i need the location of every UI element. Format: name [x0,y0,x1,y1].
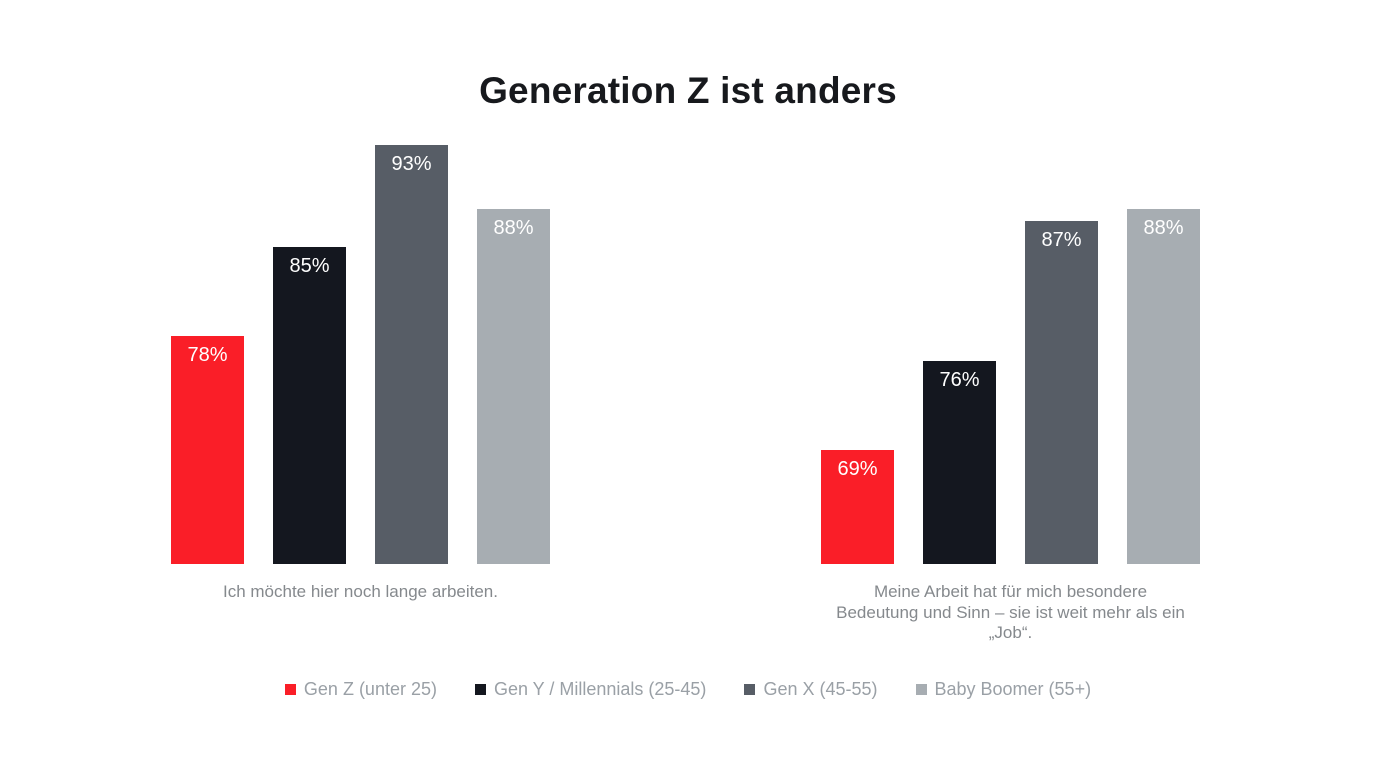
bar-gen-y-millennials: 85% [273,246,346,564]
bar-gen-z: 69% [821,449,894,564]
bar-value-label-gen-z: 69% [837,457,878,480]
chart-group-left: 78% 85% 93% 88% Ich möchte hier noch lange … [171,145,550,645]
bar-value-label-gen-x: 87% [1041,229,1082,252]
category-label-right: Meine Arbeit hat für mich besondere Bede… [836,582,1185,642]
legend-swatch-icon-baby-boomer [915,684,927,695]
legend-item-gen-y-millennials: Gen Y / Millennials (25-45) [474,679,707,700]
bar-gen-z: 78% [171,335,244,564]
bar-value-label-baby-boomer: 88% [1143,216,1184,239]
chart-group-right: 69% 76% 87% 88% Meine Arbeit hat für mich b… [821,145,1200,645]
legend-item-baby-boomer: Baby Boomer (55+) [915,679,1092,700]
legend-swatch-icon-gen-x [744,684,756,695]
bar-value-label-baby-boomer: 88% [493,216,534,239]
bar-gen-x: 93% [375,145,448,564]
bar-gen-y-millennials: 76% [923,360,996,564]
category-label-left: Ich möchte hier noch lange arbeiten. [222,582,498,601]
bar-value-label-gen-z: 78% [187,343,228,366]
bars-right: 69% 76% 87% 88% [821,145,1200,564]
legend-label-baby-boomer: Baby Boomer (55+) [934,679,1092,699]
legend-label-gen-z: Gen Z (unter 25) [303,679,437,699]
bar-baby-boomer: 88% [477,208,550,564]
bar-value-label-gen-x: 93% [391,153,432,175]
legend-label-gen-y-millennials: Gen Y / Millennials (25-45) [493,679,707,699]
legend-label-gen-x: Gen X (45-55) [763,679,878,699]
bar-baby-boomer: 88% [1127,208,1200,564]
legend-item-gen-z: Gen Z (unter 25) [284,679,437,700]
bar-value-label-gen-y-millennials: 76% [939,368,980,391]
bar-gen-x: 87% [1025,221,1098,564]
page-title: Generation Z ist anders [479,70,897,111]
legend-swatch-icon-gen-z [284,684,296,695]
legend-swatch-icon-gen-y-millennials [474,684,486,695]
chart-legend: Gen Z (unter 25) Gen Y / Millennials (25-… [0,679,1376,700]
bar-value-label-gen-y-millennials: 85% [289,254,330,277]
bars-left: 78% 85% 93% 88% [171,145,550,564]
legend-item-gen-x: Gen X (45-55) [744,679,878,700]
